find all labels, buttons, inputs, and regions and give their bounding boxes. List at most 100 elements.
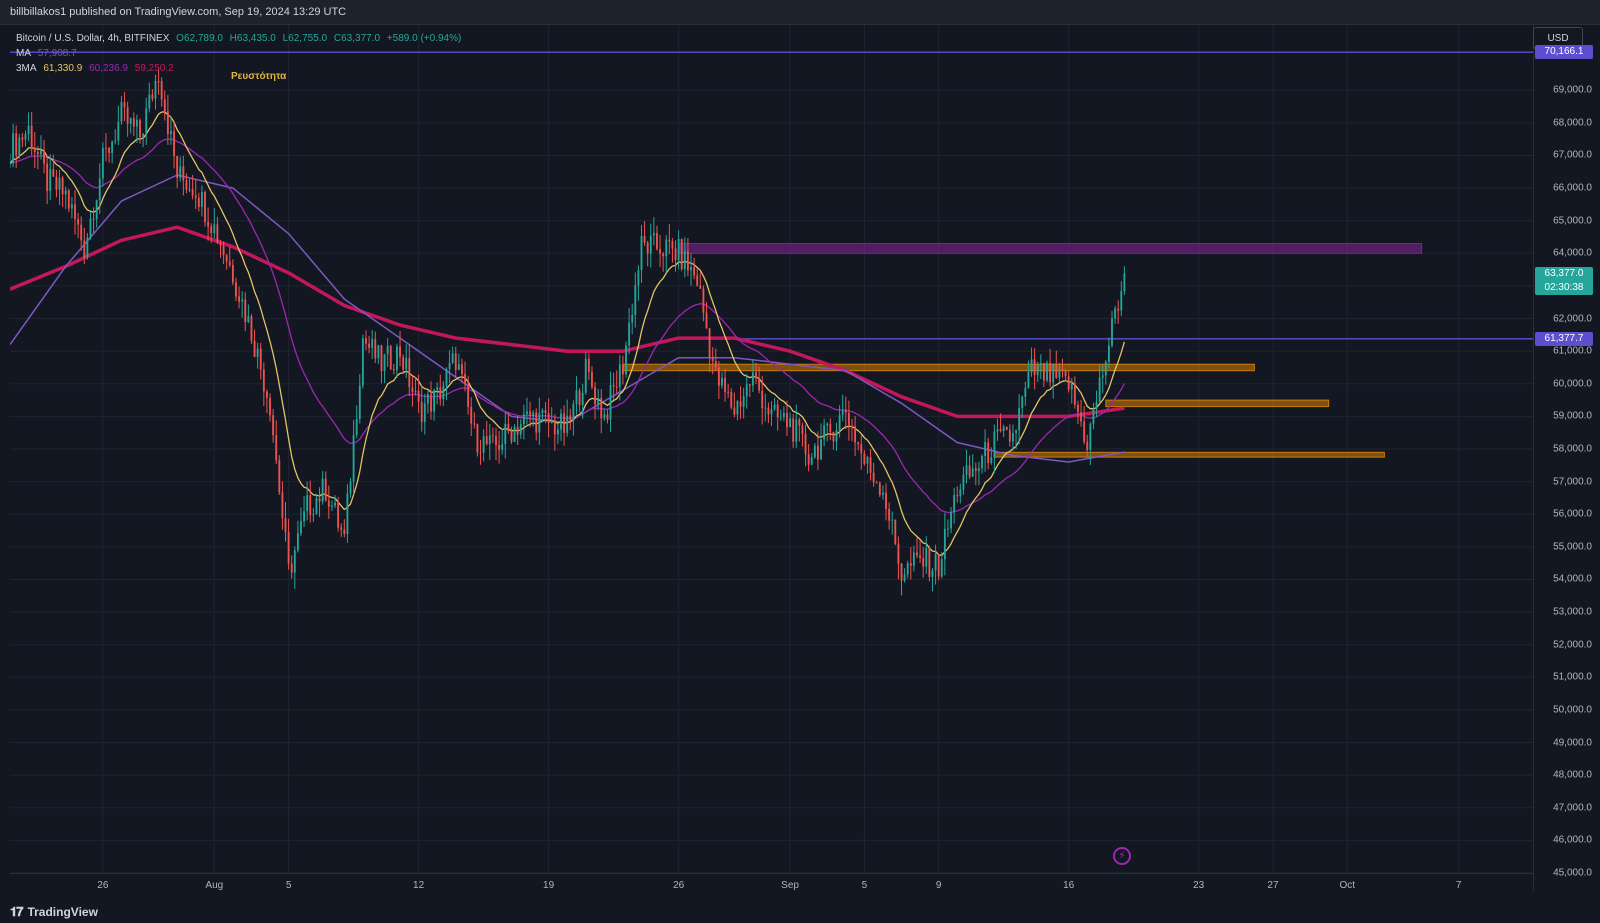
candle-body — [18, 137, 21, 156]
candle-body — [1095, 402, 1098, 409]
candle-body — [331, 505, 333, 507]
candle-body — [108, 147, 110, 154]
candle-body — [235, 282, 237, 297]
candle-body — [739, 401, 742, 407]
candle-body — [253, 340, 256, 357]
candle-body — [504, 423, 507, 445]
y-tick-label: 45,000.0 — [1553, 867, 1592, 879]
liquidity-annotation[interactable]: Ρευστότητα — [231, 71, 287, 82]
candle-body — [628, 322, 631, 346]
candle-body — [937, 554, 940, 577]
candle-body — [680, 238, 683, 269]
candle-body — [1089, 423, 1092, 451]
candle-countdown: 02:30:38 — [1544, 281, 1584, 293]
candle-body — [854, 426, 857, 443]
candle-body — [269, 397, 271, 416]
candle-body — [656, 232, 658, 250]
tradingview-logo-icon: 𝟏𝟕 — [10, 904, 24, 919]
candle-body — [999, 429, 1002, 432]
candle-body — [795, 419, 798, 442]
candle-body — [990, 457, 993, 463]
candle-body — [287, 532, 290, 564]
time-axis[interactable]: 26 Aug 5 12 19 26 Sep 5 9 16 23 27 Oct 7 — [10, 873, 1533, 897]
candle-body — [204, 191, 206, 222]
candle-body — [872, 472, 875, 483]
candle-body — [454, 353, 457, 370]
candle-body — [170, 131, 172, 135]
candle-body — [340, 527, 343, 530]
candle-body — [869, 457, 872, 473]
y-tick-label: 46,000.0 — [1553, 834, 1592, 846]
candle-body — [352, 435, 355, 482]
candle-body — [943, 528, 946, 560]
candle-body — [758, 377, 761, 391]
candle-body — [166, 111, 169, 135]
candle-body — [312, 514, 315, 516]
price-chart[interactable] — [10, 25, 1533, 873]
candle-body — [501, 444, 504, 450]
candle-body — [900, 563, 903, 581]
candle-body — [1021, 396, 1024, 408]
candle-body — [1086, 441, 1089, 451]
candle-body — [556, 429, 559, 435]
candle-body — [668, 239, 671, 242]
candle-body — [157, 81, 160, 83]
lightning-icon[interactable]: ⚡ — [1113, 847, 1131, 865]
series-3ma-slow — [10, 225, 1125, 419]
candle-body — [761, 390, 764, 409]
candle-body — [801, 425, 804, 435]
candle-body — [965, 465, 968, 475]
candle-body — [755, 372, 757, 378]
candle-body — [981, 456, 983, 469]
candle-body — [1101, 375, 1104, 378]
candle-body — [70, 204, 73, 209]
candle-body — [259, 348, 262, 370]
candle-body — [547, 413, 550, 423]
candle-body — [1039, 363, 1042, 366]
candle-body — [782, 412, 785, 418]
candle-body — [922, 557, 925, 567]
x-tick-label: Aug — [205, 880, 224, 891]
candle-body — [414, 390, 417, 393]
candle-body — [448, 362, 451, 370]
candle-body — [705, 312, 708, 329]
candle-body — [789, 418, 792, 428]
x-tick-label: Sep — [781, 880, 799, 891]
candle-body — [1073, 383, 1076, 405]
candle-body — [426, 394, 429, 404]
candle-body — [974, 468, 977, 471]
candle-body — [631, 315, 634, 323]
candle-body — [12, 133, 15, 164]
tradingview-logo[interactable]: 𝟏𝟕 TradingView — [10, 904, 98, 920]
y-tick-label: 67,000.0 — [1553, 149, 1592, 161]
candle-body — [111, 141, 114, 154]
candle-body — [683, 251, 686, 269]
candle-body — [383, 354, 386, 372]
candle-body — [1015, 430, 1017, 434]
candle-body — [711, 357, 714, 362]
candle-body — [436, 387, 439, 390]
candle-body — [43, 150, 45, 164]
zone-box — [622, 363, 1255, 372]
candle-body — [290, 563, 293, 573]
y-tick-label: 65,000.0 — [1553, 215, 1592, 227]
candle-body — [163, 99, 166, 112]
x-tick-label: 9 — [935, 880, 942, 891]
candle-body — [1030, 359, 1033, 373]
y-tick-label: 69,000.0 — [1553, 84, 1592, 96]
candle-body — [396, 346, 398, 371]
x-tick-label: 27 — [1267, 880, 1279, 891]
candle-body — [86, 237, 89, 258]
candle-body — [956, 495, 959, 497]
candle-body — [1098, 377, 1101, 403]
candle-body — [538, 413, 541, 433]
price-axis[interactable]: 69,000.0 68,000.0 67,000.0 66,000.0 65,000.0… — [1533, 25, 1600, 891]
candle-body — [250, 316, 253, 341]
candle-body — [30, 125, 33, 148]
candle-body — [498, 445, 501, 450]
x-tick-label: Oct — [1339, 880, 1356, 891]
chart-area[interactable] — [10, 25, 1533, 891]
candle-body — [491, 435, 494, 437]
candle-body — [321, 478, 324, 502]
candle-body — [337, 502, 340, 528]
